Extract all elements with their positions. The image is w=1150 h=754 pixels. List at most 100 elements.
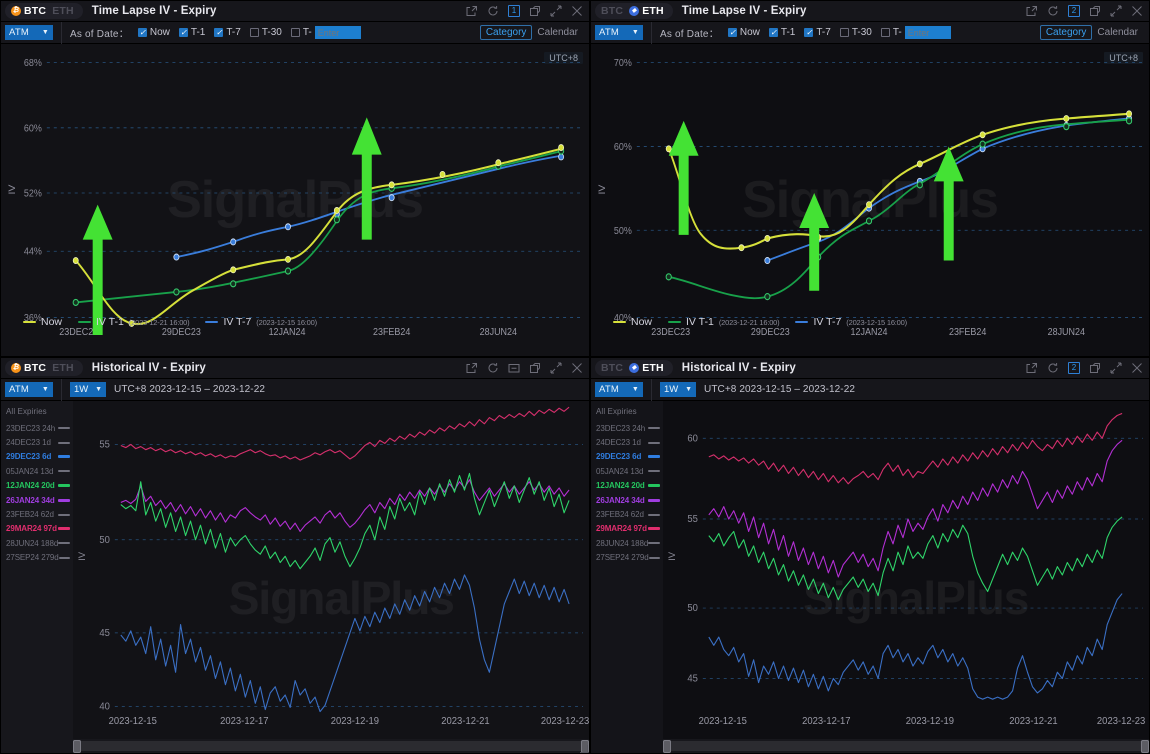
checkbox-now[interactable]: Now xyxy=(727,27,760,38)
chart-btc-timelapse[interactable]: SignalPlus UTC+8 68% 60% 52% 44% 36% IV 2 xyxy=(1,44,589,356)
legend-item-t7[interactable]: IV T-7 (2023-12-15 16:00) xyxy=(795,316,907,328)
list-item[interactable]: 05JAN24 13d xyxy=(596,464,663,478)
list-item[interactable]: 24DEC23 1d xyxy=(6,435,73,449)
atm-select[interactable]: ATM ▼ xyxy=(5,25,53,40)
duplicate-icon[interactable] xyxy=(1089,5,1101,17)
refresh-icon[interactable] xyxy=(1047,5,1059,17)
close-icon[interactable] xyxy=(571,362,583,374)
checkbox-t-custom[interactable]: T- xyxy=(880,26,951,39)
legend-item-t1[interactable]: IV T-1 (2023-12-21 16:00) xyxy=(668,316,780,328)
expiry-label: 24DEC23 1d xyxy=(6,438,51,448)
list-item[interactable]: 26JAN24 34d xyxy=(6,493,73,507)
chart-eth-timelapse[interactable]: SignalPlus UTC+8 70% 60% 50% 40% IV 23DEC2… xyxy=(591,44,1149,356)
external-link-icon[interactable] xyxy=(1026,5,1038,17)
scrollbar-handle-right[interactable] xyxy=(581,740,589,753)
external-link-icon[interactable] xyxy=(466,5,478,17)
list-item[interactable]: 05JAN24 13d xyxy=(6,464,73,478)
checkbox-t30[interactable]: T-30 xyxy=(249,27,282,38)
scrollbar-handle-right[interactable] xyxy=(1141,740,1149,753)
coin-tab-btc[interactable]: BTC xyxy=(8,5,49,17)
checkbox-t30[interactable]: T-30 xyxy=(839,27,872,38)
scrollbar-track[interactable] xyxy=(663,740,1149,753)
coin-tab-eth[interactable]: ETH xyxy=(626,5,667,17)
list-item[interactable]: 29MAR24 97d xyxy=(596,522,663,536)
scrollbar-handle-left[interactable] xyxy=(73,740,81,753)
coin-tab-btc[interactable]: BTC xyxy=(8,362,49,374)
atm-select[interactable]: ATM ▼ xyxy=(595,25,643,40)
legend-item-t7[interactable]: IV T-7 (2023-12-15 16:00) xyxy=(205,316,317,328)
list-item[interactable]: 29MAR24 97d xyxy=(6,522,73,536)
list-item[interactable]: 12JAN24 20d xyxy=(596,479,663,493)
period-select[interactable]: 1W ▼ xyxy=(70,382,106,397)
close-icon[interactable] xyxy=(1131,362,1143,374)
checkbox-t1[interactable]: T-1 xyxy=(178,27,205,38)
refresh-icon[interactable] xyxy=(1047,362,1059,374)
duplicate-icon[interactable] xyxy=(529,5,541,17)
chart-btc-historical[interactable]: SignalPlus 55 50 45 40 IV 2023-12-15 2023 xyxy=(73,401,589,753)
coin-switch[interactable]: BTC ETH xyxy=(595,360,673,376)
collapse-icon[interactable] xyxy=(508,362,520,374)
list-item[interactable]: 23DEC23 24h xyxy=(6,421,73,435)
coin-tab-eth[interactable]: ETH xyxy=(626,362,667,374)
horizontal-scrollbar[interactable] xyxy=(663,739,1149,753)
tab-calendar[interactable]: Calendar xyxy=(537,27,578,38)
external-link-icon[interactable] xyxy=(1026,362,1038,374)
checkbox-t7[interactable]: T-7 xyxy=(214,27,241,38)
list-item[interactable]: 29DEC23 6d xyxy=(6,450,73,464)
list-item[interactable]: 24DEC23 1d xyxy=(596,435,663,449)
expand-icon[interactable] xyxy=(550,362,562,374)
list-item[interactable]: 28JUN24 188d xyxy=(596,536,663,550)
list-item[interactable]: 27SEP24 279d xyxy=(596,551,663,565)
legend-label: Now xyxy=(41,316,63,328)
coin-switch[interactable]: BTC ETH xyxy=(5,3,83,19)
horizontal-scrollbar[interactable] xyxy=(73,739,589,753)
scrollbar-handle-left[interactable] xyxy=(663,740,671,753)
coin-tab-eth[interactable]: ETH xyxy=(49,362,77,374)
coin-tab-eth[interactable]: ETH xyxy=(49,5,77,17)
list-item[interactable]: 26JAN24 34d xyxy=(596,493,663,507)
tab-category[interactable]: Category xyxy=(1039,25,1093,40)
checkbox-t-custom[interactable]: T- xyxy=(290,26,361,39)
list-item[interactable]: 23FEB24 62d xyxy=(6,507,73,521)
legend-item-now[interactable]: Now xyxy=(23,316,62,328)
period-select[interactable]: 1W ▼ xyxy=(660,382,696,397)
list-item[interactable]: 28JUN24 188d xyxy=(6,536,73,550)
duplicate-icon[interactable] xyxy=(1089,362,1101,374)
expand-icon[interactable] xyxy=(1110,362,1122,374)
coin-switch[interactable]: BTC ETH xyxy=(595,3,673,19)
checkbox-t1[interactable]: T-1 xyxy=(768,27,795,38)
coin-tab-btc[interactable]: BTC xyxy=(598,5,626,17)
duplicate-icon[interactable] xyxy=(529,362,541,374)
t-custom-input[interactable] xyxy=(314,26,361,39)
legend-item-now[interactable]: Now xyxy=(613,316,652,328)
expand-icon[interactable] xyxy=(550,5,562,17)
list-item[interactable]: 23FEB24 62d xyxy=(596,507,663,521)
refresh-icon[interactable] xyxy=(487,362,499,374)
checkbox-now[interactable]: Now xyxy=(137,27,170,38)
chart-eth-historical[interactable]: SignalPlus 60 55 50 45 IV 2023-12-15 2023 xyxy=(663,401,1149,753)
external-link-icon[interactable] xyxy=(466,362,478,374)
list-item[interactable]: 27SEP24 279d xyxy=(6,551,73,565)
window-index-badge[interactable]: 1 xyxy=(508,5,520,17)
list-item[interactable]: 12JAN24 20d xyxy=(6,479,73,493)
coin-label-btc: BTC xyxy=(601,362,624,374)
list-item[interactable]: 29DEC23 6d xyxy=(596,450,663,464)
atm-select[interactable]: ATM ▼ xyxy=(5,382,53,397)
legend-item-t1[interactable]: IV T-1 (2023-12-21 16:00) xyxy=(78,316,190,328)
list-item[interactable]: 23DEC23 24h xyxy=(596,421,663,435)
expand-icon[interactable] xyxy=(1110,5,1122,17)
refresh-icon[interactable] xyxy=(487,5,499,17)
tab-category[interactable]: Category xyxy=(479,25,533,40)
coin-switch[interactable]: BTC ETH xyxy=(5,360,83,376)
checkbox-t7[interactable]: T-7 xyxy=(804,27,831,38)
t-custom-input[interactable] xyxy=(904,26,951,39)
window-index-badge[interactable]: 2 xyxy=(1068,5,1080,17)
tab-calendar[interactable]: Calendar xyxy=(1097,27,1138,38)
coin-tab-btc[interactable]: BTC xyxy=(598,362,626,374)
close-icon[interactable] xyxy=(1131,5,1143,17)
resize-handle[interactable] xyxy=(580,745,588,753)
close-icon[interactable] xyxy=(571,5,583,17)
scrollbar-track[interactable] xyxy=(73,740,589,753)
atm-select[interactable]: ATM ▼ xyxy=(595,382,643,397)
window-index-badge[interactable]: 2 xyxy=(1068,362,1080,374)
